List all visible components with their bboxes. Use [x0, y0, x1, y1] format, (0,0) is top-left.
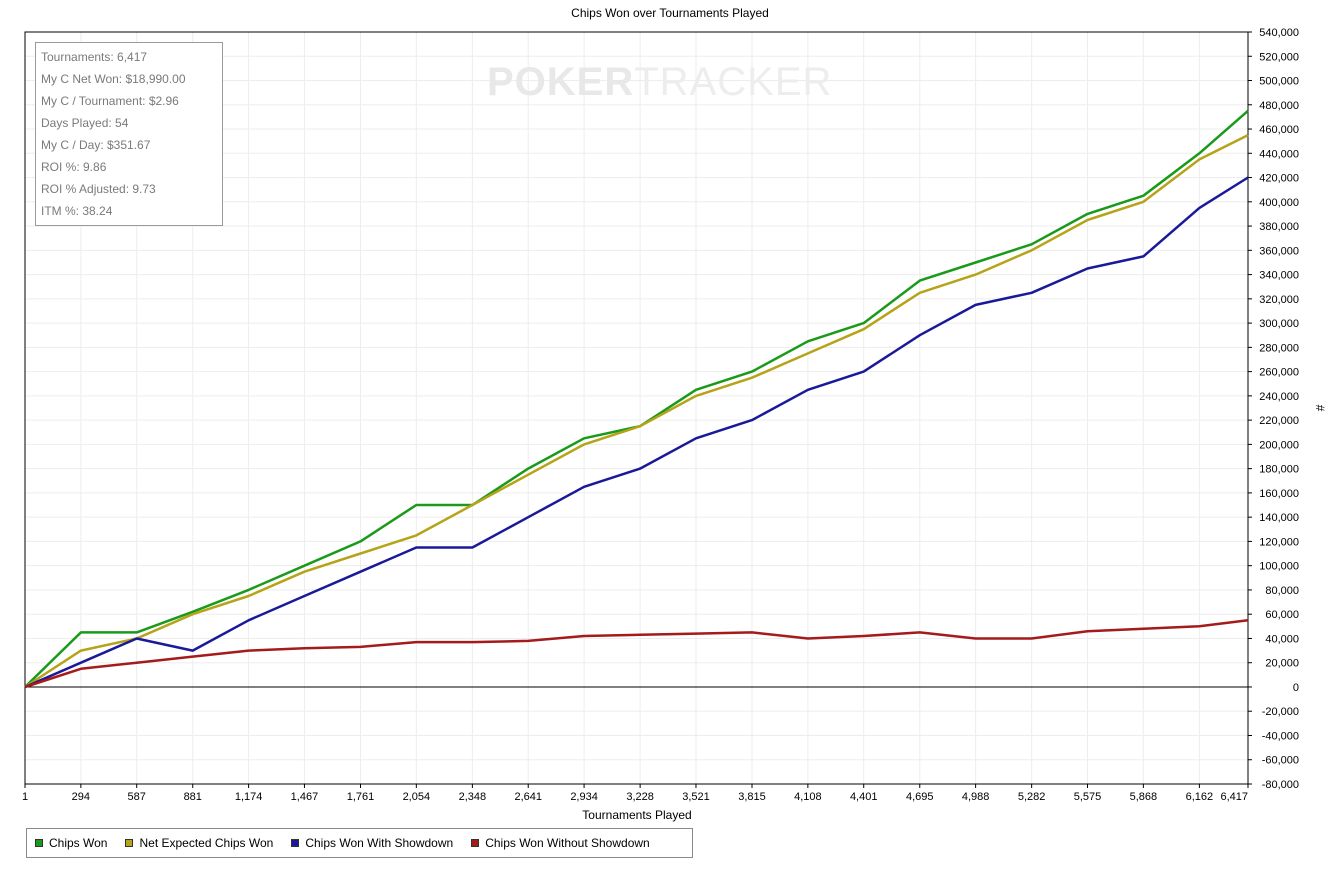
y-tick-label: 240,000	[1259, 391, 1299, 403]
series-line-chips-won-with-showdown	[24, 176, 1249, 689]
x-tick-label: 6,162	[1186, 791, 1214, 803]
x-tick-label: 3,228	[626, 791, 654, 803]
stat-roi: ROI %: 9.86	[41, 160, 107, 174]
legend-swatch-net-expected	[125, 839, 134, 847]
stat-net-won: My C Net Won: $18,990.00	[41, 72, 186, 86]
y-tick-label: -80,000	[1262, 779, 1299, 791]
y-tick-label: 220,000	[1259, 415, 1299, 427]
y-tick-label: 540,000	[1259, 27, 1299, 39]
x-tick-label: 3,521	[682, 791, 710, 803]
legend-label: Chips Won	[49, 836, 108, 850]
legend-label: Net Expected Chips Won	[139, 836, 274, 850]
legend-item-chips-won[interactable]: Chips Won	[35, 836, 107, 850]
x-tick-label: 6,417	[1220, 791, 1248, 803]
x-tick-label: 294	[72, 791, 90, 803]
y-tick-label: 380,000	[1259, 221, 1299, 233]
pokertracker-watermark: POKERTRACKER	[487, 60, 832, 105]
legend-label: Chips Won Without Showdown	[485, 836, 650, 850]
y-tick-label: 340,000	[1259, 270, 1299, 282]
y-tick-label: 120,000	[1259, 536, 1299, 548]
x-tick-label: 4,401	[850, 791, 878, 803]
plot-frame	[24, 31, 1249, 785]
y-tick-label: 420,000	[1259, 173, 1299, 185]
stat-days-played: Days Played: 54	[41, 116, 129, 130]
y-tick-label: 300,000	[1259, 318, 1299, 330]
x-tick-label: 1,761	[347, 791, 375, 803]
y-tick-label: 200,000	[1259, 439, 1299, 451]
x-tick-label: 587	[128, 791, 146, 803]
x-tick-label: 2,934	[570, 791, 598, 803]
legend-swatch-chips-won	[35, 839, 43, 847]
y-tick-label: 500,000	[1259, 76, 1299, 88]
y-tick-label: 80,000	[1265, 585, 1299, 597]
y-tick-label: 360,000	[1259, 245, 1299, 257]
stat-itm: ITM %: 38.24	[41, 204, 113, 218]
legend-label: Chips Won With Showdown	[305, 836, 454, 850]
stat-roi-adjusted: ROI % Adjusted: 9.73	[41, 182, 156, 196]
x-tick-label: 1,174	[235, 791, 263, 803]
y-axis-title: #	[1313, 405, 1327, 412]
y-tick-label: 460,000	[1259, 124, 1299, 136]
legend-item-net-expected[interactable]: Net Expected Chips Won	[125, 836, 273, 850]
y-tick-label: 180,000	[1259, 464, 1299, 476]
y-tick-label: 100,000	[1259, 561, 1299, 573]
grid	[24, 31, 1249, 785]
y-tick-label: 260,000	[1259, 367, 1299, 379]
legend-item-with-showdown[interactable]: Chips Won With Showdown	[291, 836, 453, 850]
x-tick-label: 2,348	[459, 791, 487, 803]
y-tick-label: -20,000	[1262, 706, 1299, 718]
x-tick-label: 4,108	[794, 791, 822, 803]
x-axis-ticks: 1 294 587 881 1,174 1,467 1,761 2,054 2,348 2,641…	[22, 784, 1249, 803]
y-tick-label: 160,000	[1259, 488, 1299, 500]
y-tick-label: 20,000	[1265, 658, 1299, 670]
x-tick-label: 3,815	[738, 791, 766, 803]
chart-title: Chips Won over Tournaments Played	[571, 6, 769, 20]
series-line-chips-won-without-showdown	[24, 619, 1249, 689]
legend-swatch-with-showdown	[291, 839, 300, 847]
x-tick-label: 2,054	[403, 791, 431, 803]
y-tick-label: 140,000	[1259, 512, 1299, 524]
y-tick-label: 400,000	[1259, 197, 1299, 209]
y-tick-label: -40,000	[1262, 730, 1299, 742]
x-tick-label: 5,575	[1074, 791, 1102, 803]
legend-item-without-showdown[interactable]: Chips Won Without Showdown	[471, 836, 650, 850]
y-tick-label: 440,000	[1259, 148, 1299, 160]
y-axis-ticks: 540,000 520,000 500,000 480,000 460,000 440,0…	[1248, 27, 1299, 791]
y-tick-label: 40,000	[1265, 633, 1299, 645]
stat-tournaments: Tournaments: 6,417	[41, 50, 148, 64]
x-tick-label: 2,641	[514, 791, 542, 803]
x-tick-label: 5,868	[1130, 791, 1158, 803]
stat-per-tournament: My C / Tournament: $2.96	[41, 94, 179, 108]
watermark-bold: POKER	[487, 60, 635, 104]
stats-box: Tournaments: 6,417 My C Net Won: $18,990…	[35, 42, 223, 226]
x-tick-label: 5,282	[1018, 791, 1046, 803]
x-axis-title: Tournaments Played	[582, 808, 691, 822]
x-tick-label: 1,467	[291, 791, 319, 803]
legend: Chips Won Net Expected Chips Won Chips W…	[26, 828, 693, 858]
y-tick-label: 520,000	[1259, 51, 1299, 63]
series-layer	[24, 109, 1249, 689]
x-tick-label: 881	[184, 791, 202, 803]
legend-swatch-without-showdown	[471, 839, 480, 847]
x-tick-label: 1	[22, 791, 28, 803]
y-tick-label: 480,000	[1259, 100, 1299, 112]
x-tick-label: 4,988	[962, 791, 990, 803]
stat-per-day: My C / Day: $351.67	[41, 138, 151, 152]
x-tick-label: 4,695	[906, 791, 934, 803]
y-tick-label: 280,000	[1259, 342, 1299, 354]
y-tick-label: 60,000	[1265, 609, 1299, 621]
y-tick-label: 0	[1293, 682, 1299, 694]
series-line-net-expected-chips-won	[24, 133, 1249, 689]
y-tick-label: 320,000	[1259, 294, 1299, 306]
watermark-light: TRACKER	[634, 60, 833, 104]
y-tick-label: -60,000	[1262, 755, 1299, 767]
